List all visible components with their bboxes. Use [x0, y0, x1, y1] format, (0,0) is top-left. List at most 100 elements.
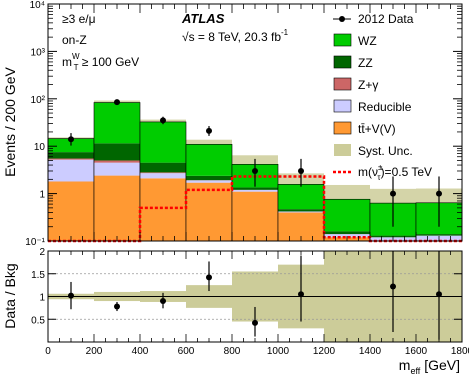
data-point [114, 99, 120, 106]
ratio-y-tick-label: 0.5 [31, 315, 45, 326]
experiment-label: ATLAS [181, 11, 225, 26]
selection-lepton: ≥3 e/μ [62, 12, 96, 26]
x-tick-label: 1600 [405, 346, 428, 357]
bar-segment [232, 191, 278, 241]
x-tick-label: 0 [45, 346, 51, 357]
x-tick-label: 1000 [267, 346, 290, 357]
bar-segment [186, 180, 232, 183]
legend-ttv: tt̄+V(V) [333, 121, 396, 136]
legend-wz-swatch [333, 33, 352, 47]
bar-segment [278, 184, 324, 210]
y-tick-label: 1 [39, 190, 45, 201]
bar-segment [140, 162, 186, 173]
data-point [252, 167, 258, 174]
y-tick-label: 10⁻¹ [25, 237, 45, 248]
legend-data: 2012 Data [333, 12, 414, 26]
ratio-point [206, 274, 212, 281]
x-tick-label: 200 [86, 346, 103, 357]
bar-segment [278, 211, 324, 213]
bar-segment [324, 234, 370, 238]
bar-segment [232, 187, 278, 190]
legend-zz-swatch [333, 55, 352, 69]
ratio-point [252, 319, 258, 326]
data-point [390, 190, 396, 197]
x-tick-label: 1800 [451, 346, 469, 357]
bar-segment [140, 121, 186, 163]
ratio-point [298, 291, 304, 298]
legend-signal: m(ν± τ)=0.5 TeV [333, 163, 432, 182]
legend-zgamma-swatch [333, 77, 352, 91]
x-tick-label: 400 [132, 346, 149, 357]
legend-ttv-label: tt̄+V(V) [358, 122, 396, 136]
top-axis-ticks: 10⁻¹ 1 10 10² 10³ 10⁴ [25, 0, 463, 248]
ratio-panel: 0.5 1 1.5 2 0 200 400 600 800 1000 1200 1400 1600 180… [2, 247, 469, 376]
ratio-y-tick-label: 1 [39, 293, 45, 304]
legend-reducible: Reducible [333, 99, 412, 114]
ratio-points [68, 251, 442, 340]
legend-syst-label: Syst. Unc. [358, 144, 413, 158]
legend-wz-label: WZ [358, 34, 377, 48]
legend-zz-label: ZZ [358, 56, 373, 70]
bar-segment [94, 160, 140, 163]
ratio-point [390, 283, 396, 290]
bar-segment [140, 173, 186, 179]
data-point [160, 117, 166, 124]
bar-segment [48, 181, 94, 241]
bar-segment [48, 158, 94, 160]
x-tick-label: 600 [178, 346, 195, 357]
data-point [436, 190, 442, 197]
y-tick-label: 10⁴ [30, 0, 45, 11]
bar-segment [278, 209, 324, 212]
data-point [206, 127, 212, 134]
data-point [68, 136, 74, 143]
bar-segment [186, 182, 232, 241]
bar-segment [186, 144, 232, 176]
ratio-point [160, 298, 166, 305]
bar-segment [140, 172, 186, 174]
legend-ttv-swatch [333, 121, 352, 135]
bar-segment [48, 152, 94, 159]
legend-wz: WZ [333, 33, 377, 48]
bar-segment [324, 231, 370, 235]
selection-z: on-Z [62, 33, 87, 47]
y-tick-label: 10 [34, 142, 46, 153]
y-tick-label: 10² [31, 95, 46, 106]
data-points [68, 99, 442, 227]
legend: 2012 Data WZ ZZ Z+γ Reducible tt̄+V(V) [333, 12, 432, 182]
ratio-point [114, 303, 120, 310]
legend-data-label: 2012 Data [358, 12, 414, 26]
x-axis-label: meff [GeV] [399, 357, 460, 376]
bar-segment [94, 162, 140, 176]
ratio-point [436, 291, 442, 298]
bar-segment [94, 143, 140, 161]
bar-segment [324, 199, 370, 232]
top-ylabel: Events / 200 GeV [2, 66, 18, 176]
bar-segment [48, 159, 94, 182]
ratio-y-tick-label: 1.5 [31, 270, 45, 281]
ratio-y-tick-label: 2 [39, 247, 45, 258]
bar-segment [94, 102, 140, 144]
ratio-axis-ticks: 0.5 1 1.5 2 0 200 400 600 800 1000 1200 1400 1600 180… [31, 247, 469, 357]
y-tick-label: 10³ [31, 47, 46, 58]
top-panel: 10⁻¹ 1 10 10² 10³ 10⁴ Events / 200 GeV ≥3 e/μ… [2, 0, 463, 248]
ratio-ylabel: Data / Bkg [2, 263, 18, 328]
legend-syst-swatch [334, 144, 351, 156]
selection-mt: mW T ≥ 100 GeV [62, 52, 139, 72]
ratio-point [68, 292, 74, 299]
bar-segment [416, 234, 462, 236]
x-tick-label: 1400 [359, 346, 382, 357]
legend-zgamma: Z+γ [333, 77, 378, 92]
legend-signal-label: m(ν± τ)=0.5 TeV [358, 163, 432, 182]
x-tick-label: 1200 [313, 346, 336, 357]
legend-reducible-label: Reducible [358, 100, 412, 114]
bar-segment [186, 175, 232, 181]
bar-segment [94, 175, 140, 241]
energy-lumi: √s = 8 TeV, 20.3 fb-1 [182, 28, 289, 44]
legend-syst: Syst. Unc. [334, 144, 413, 158]
x-tick-label: 800 [224, 346, 241, 357]
bar-segment [232, 189, 278, 192]
data-point [298, 167, 304, 174]
bar-segment [140, 178, 186, 241]
legend-zgamma-label: Z+γ [358, 78, 378, 92]
